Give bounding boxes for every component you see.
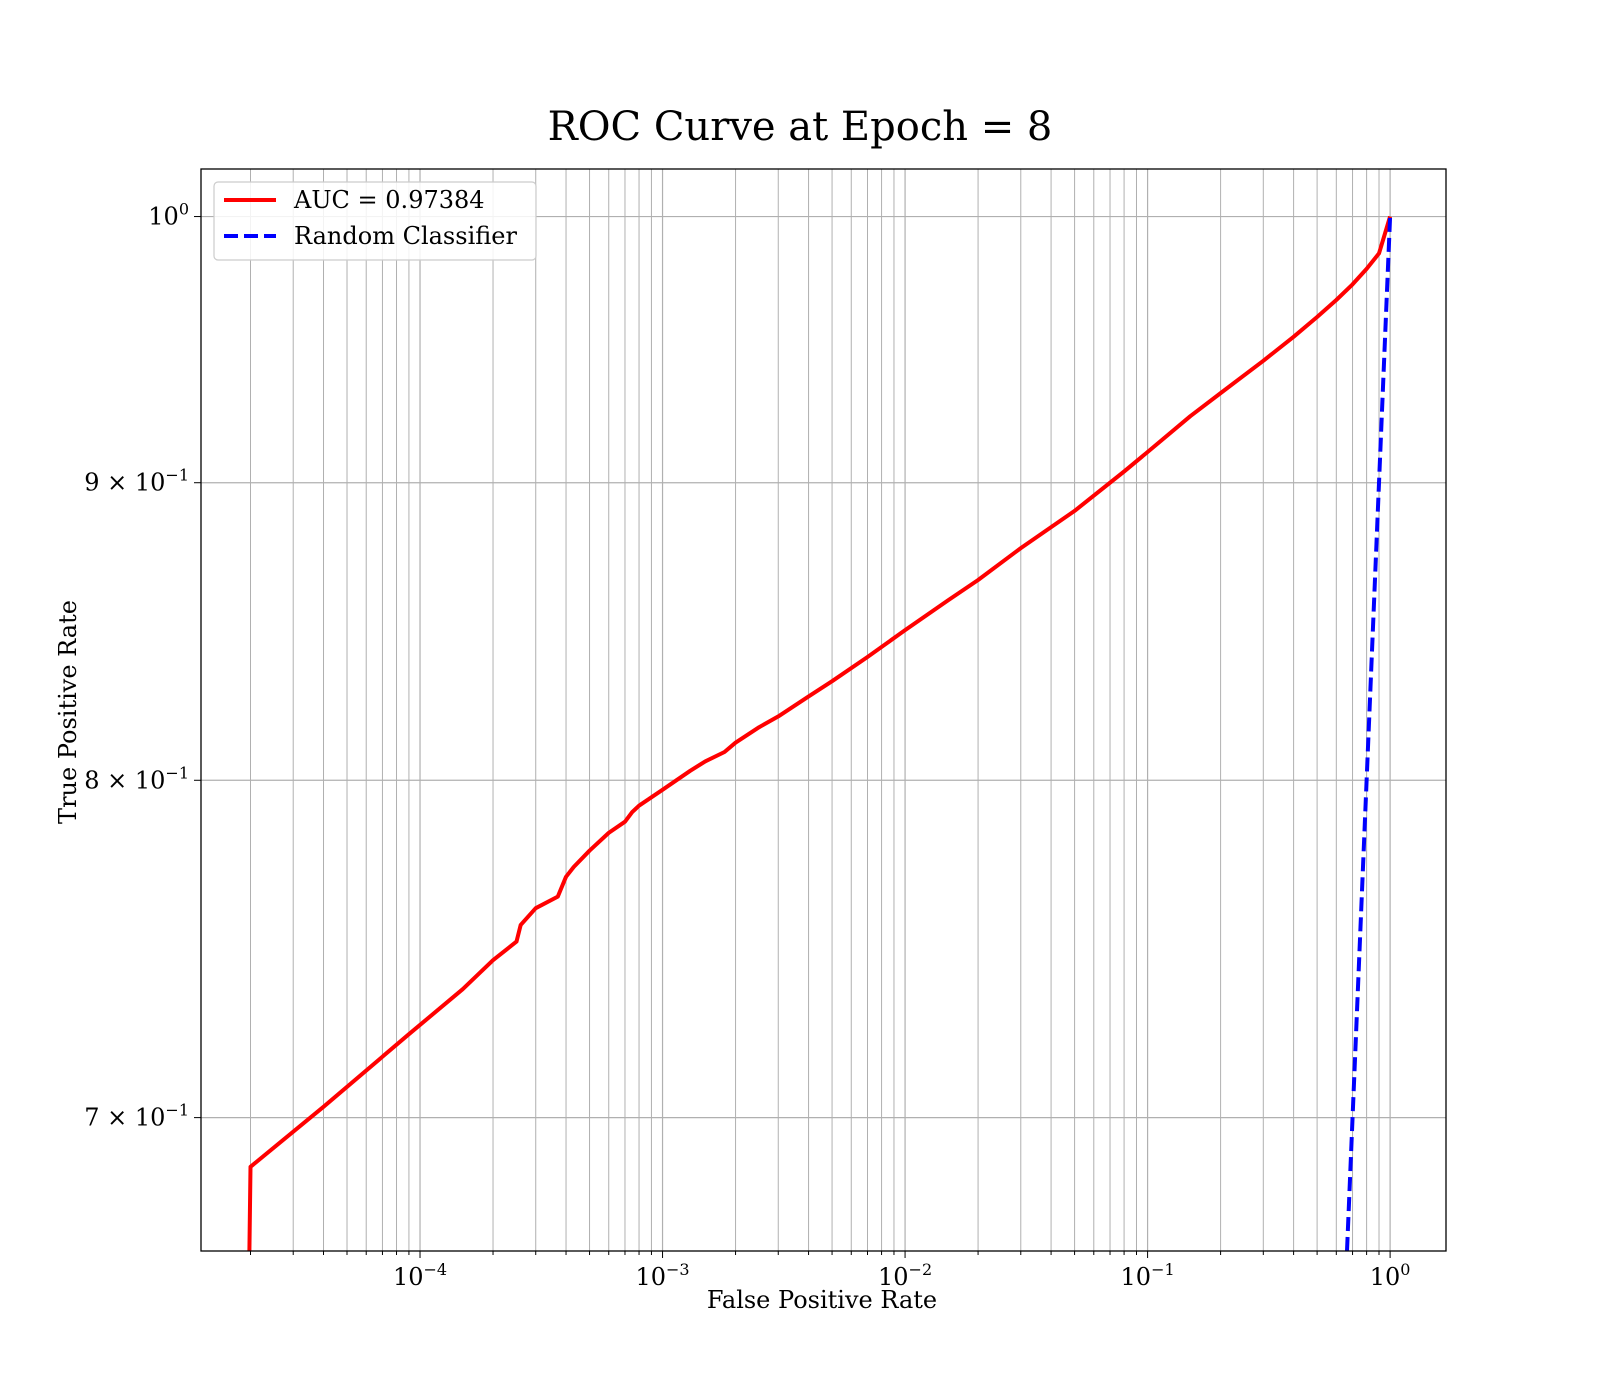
legend-box: [213, 181, 537, 261]
chart-title: ROC Curve at Epoch = 8: [548, 104, 1053, 150]
y-tick-label: 9 × 10−1: [84, 466, 189, 497]
x-tick-label: 10−3: [635, 1260, 689, 1291]
roc-curve-line: [247, 215, 1393, 1251]
plot-area: [247, 215, 1393, 1251]
x-axis-label: False Positive Rate: [707, 1286, 937, 1314]
legend: AUC = 0.97384 Random Classifier: [213, 181, 537, 261]
x-tick-label: 10−2: [878, 1260, 932, 1291]
axes-frame: [200, 168, 1447, 1252]
y-tick-label: 7 × 10−1: [84, 1101, 189, 1132]
x-tick-label: 10−1: [1121, 1260, 1175, 1291]
y-axis-label: True Positive Rate: [54, 600, 82, 824]
y-tick-label: 8 × 10−1: [84, 763, 189, 794]
x-tick-label: 10−4: [393, 1260, 447, 1291]
legend-label-auc: AUC = 0.97384: [293, 186, 485, 214]
random-classifier-line: [1345, 216, 1393, 1251]
grid-lines: [201, 169, 1446, 1251]
y-tick-label: 100: [148, 200, 189, 231]
legend-label-random-classifier: Random Classifier: [294, 222, 517, 250]
x-tick-label: 100: [1370, 1260, 1411, 1291]
axis-ticks: 100 9 × 10−1 8 × 10−1 7 × 10−1 10−4 10−3 10−2 1…: [84, 200, 1410, 1291]
